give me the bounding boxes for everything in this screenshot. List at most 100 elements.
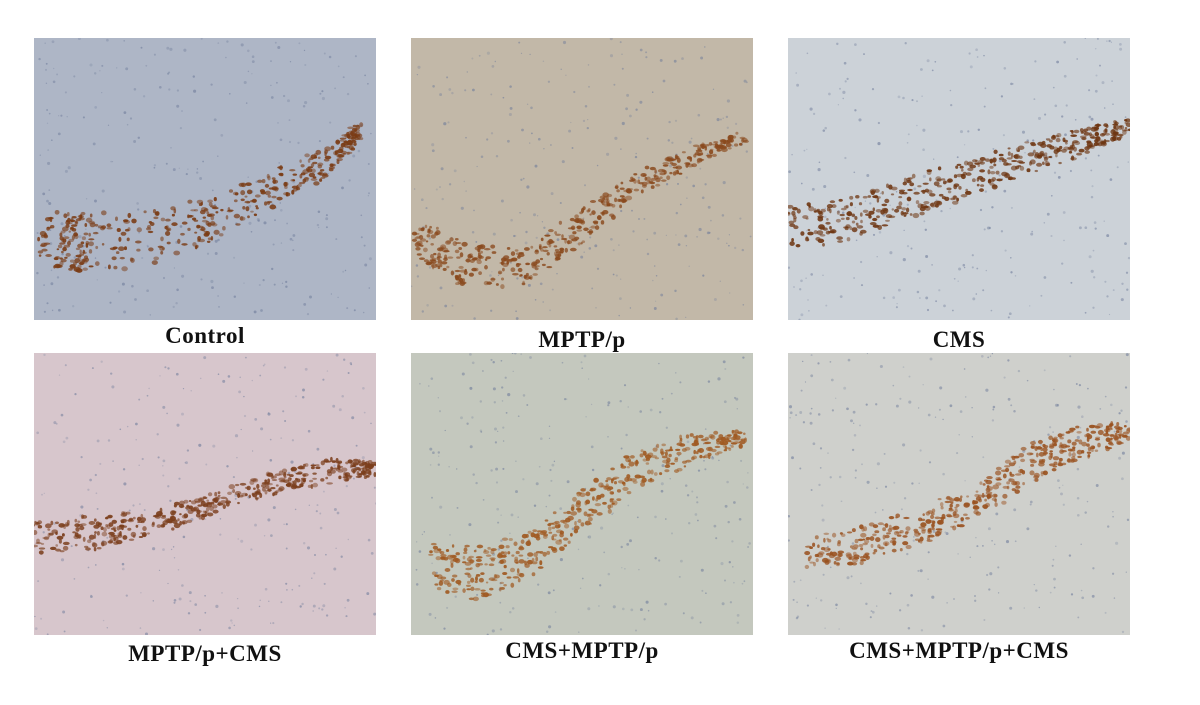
stained-neuron <box>451 574 458 578</box>
stained-neuron <box>563 511 567 514</box>
stained-neuron <box>193 219 199 222</box>
stained-neuron <box>430 542 437 546</box>
stained-neuron <box>160 217 166 222</box>
nucleus-speck <box>340 555 343 558</box>
nucleus-speck <box>618 244 620 246</box>
stained-neuron <box>66 519 70 525</box>
nucleus-speck <box>291 439 295 442</box>
stained-neuron <box>674 469 679 473</box>
nucleus-speck <box>899 397 902 400</box>
stained-neuron <box>312 472 317 475</box>
nucleus-speck <box>323 52 326 55</box>
stained-neuron <box>1102 433 1110 437</box>
stained-neuron <box>1008 478 1015 483</box>
stained-neuron <box>865 536 871 541</box>
stained-neuron <box>478 577 484 583</box>
stained-neuron <box>870 190 875 196</box>
stained-neuron <box>271 478 278 482</box>
nucleus-speck <box>743 79 747 83</box>
stained-neuron <box>870 543 874 548</box>
stained-neuron <box>359 122 364 128</box>
nucleus-speck <box>362 311 365 314</box>
stained-neuron <box>532 273 538 276</box>
stained-neuron <box>337 465 341 470</box>
stained-neuron <box>183 513 189 519</box>
stained-neuron <box>84 545 89 548</box>
stained-neuron <box>355 475 362 479</box>
stained-neuron <box>445 240 451 245</box>
nucleus-speck <box>1121 282 1124 285</box>
nucleus-speck <box>527 283 531 287</box>
nucleus-speck <box>619 297 622 300</box>
stained-neuron <box>177 518 180 522</box>
stained-neuron <box>847 531 853 534</box>
nucleus-speck <box>1031 230 1033 233</box>
nucleus-speck <box>1094 227 1097 230</box>
stained-neuron <box>709 435 713 439</box>
nucleus-speck <box>986 226 990 230</box>
nucleus-speck <box>818 483 821 487</box>
nucleus-speck <box>456 506 459 509</box>
stained-neuron <box>603 203 611 207</box>
nucleus-speck <box>906 244 910 248</box>
nucleus-speck <box>1026 527 1030 531</box>
stained-neuron <box>285 192 291 197</box>
stained-neuron <box>429 259 436 262</box>
nucleus-speck <box>511 353 514 355</box>
nucleus-speck <box>618 314 620 317</box>
stained-neuron <box>1073 129 1080 134</box>
stained-neuron <box>147 224 151 229</box>
nucleus-speck <box>220 134 224 137</box>
stained-neuron <box>439 579 444 582</box>
stained-neuron <box>194 231 198 234</box>
nucleus-speck <box>810 354 813 357</box>
stained-neuron <box>919 211 925 216</box>
nucleus-speck <box>141 256 144 260</box>
nucleus-speck <box>956 452 959 455</box>
nucleus-speck <box>1053 577 1056 581</box>
stained-neuron <box>594 502 602 507</box>
stained-neuron <box>629 179 635 182</box>
stained-neuron <box>450 270 455 276</box>
stained-neuron <box>152 521 155 526</box>
nucleus-speck <box>480 430 483 433</box>
nucleus-speck <box>315 510 318 513</box>
stained-neuron <box>1030 444 1035 450</box>
nucleus-speck <box>344 269 347 272</box>
stained-neuron <box>1019 166 1025 171</box>
nucleus-speck <box>471 416 474 419</box>
stained-neuron <box>980 177 986 182</box>
nucleus-speck <box>244 356 247 359</box>
nucleus-speck <box>277 122 279 124</box>
stained-neuron <box>904 531 909 535</box>
caption-cms: CMS <box>932 327 986 352</box>
stained-neuron <box>1077 455 1082 459</box>
nucleus-speck <box>903 229 905 231</box>
stained-neuron <box>334 151 338 156</box>
stained-neuron <box>278 173 282 176</box>
nucleus-speck <box>583 217 585 219</box>
nucleus-speck <box>991 539 993 542</box>
nucleus-speck <box>798 318 801 320</box>
nucleus-speck <box>39 154 42 156</box>
stained-neuron <box>352 127 358 132</box>
micrograph-image <box>788 38 1130 320</box>
nucleus-speck <box>896 302 898 305</box>
stained-neuron <box>418 234 424 240</box>
stained-neuron <box>652 447 658 452</box>
stained-neuron <box>581 207 585 213</box>
nucleus-speck <box>219 518 222 520</box>
stained-neuron <box>328 168 334 172</box>
stained-neuron <box>297 471 303 475</box>
nucleus-speck <box>48 112 51 115</box>
nucleus-speck <box>740 459 743 462</box>
nucleus-speck <box>989 355 992 357</box>
nucleus-speck <box>1024 152 1026 154</box>
stained-neuron <box>468 597 475 601</box>
nucleus-speck <box>60 222 64 226</box>
stained-neuron <box>254 496 258 500</box>
nucleus-speck <box>1030 232 1034 236</box>
nucleus-speck <box>131 284 134 288</box>
nucleus-speck <box>61 252 64 256</box>
stained-neuron <box>1033 472 1040 478</box>
